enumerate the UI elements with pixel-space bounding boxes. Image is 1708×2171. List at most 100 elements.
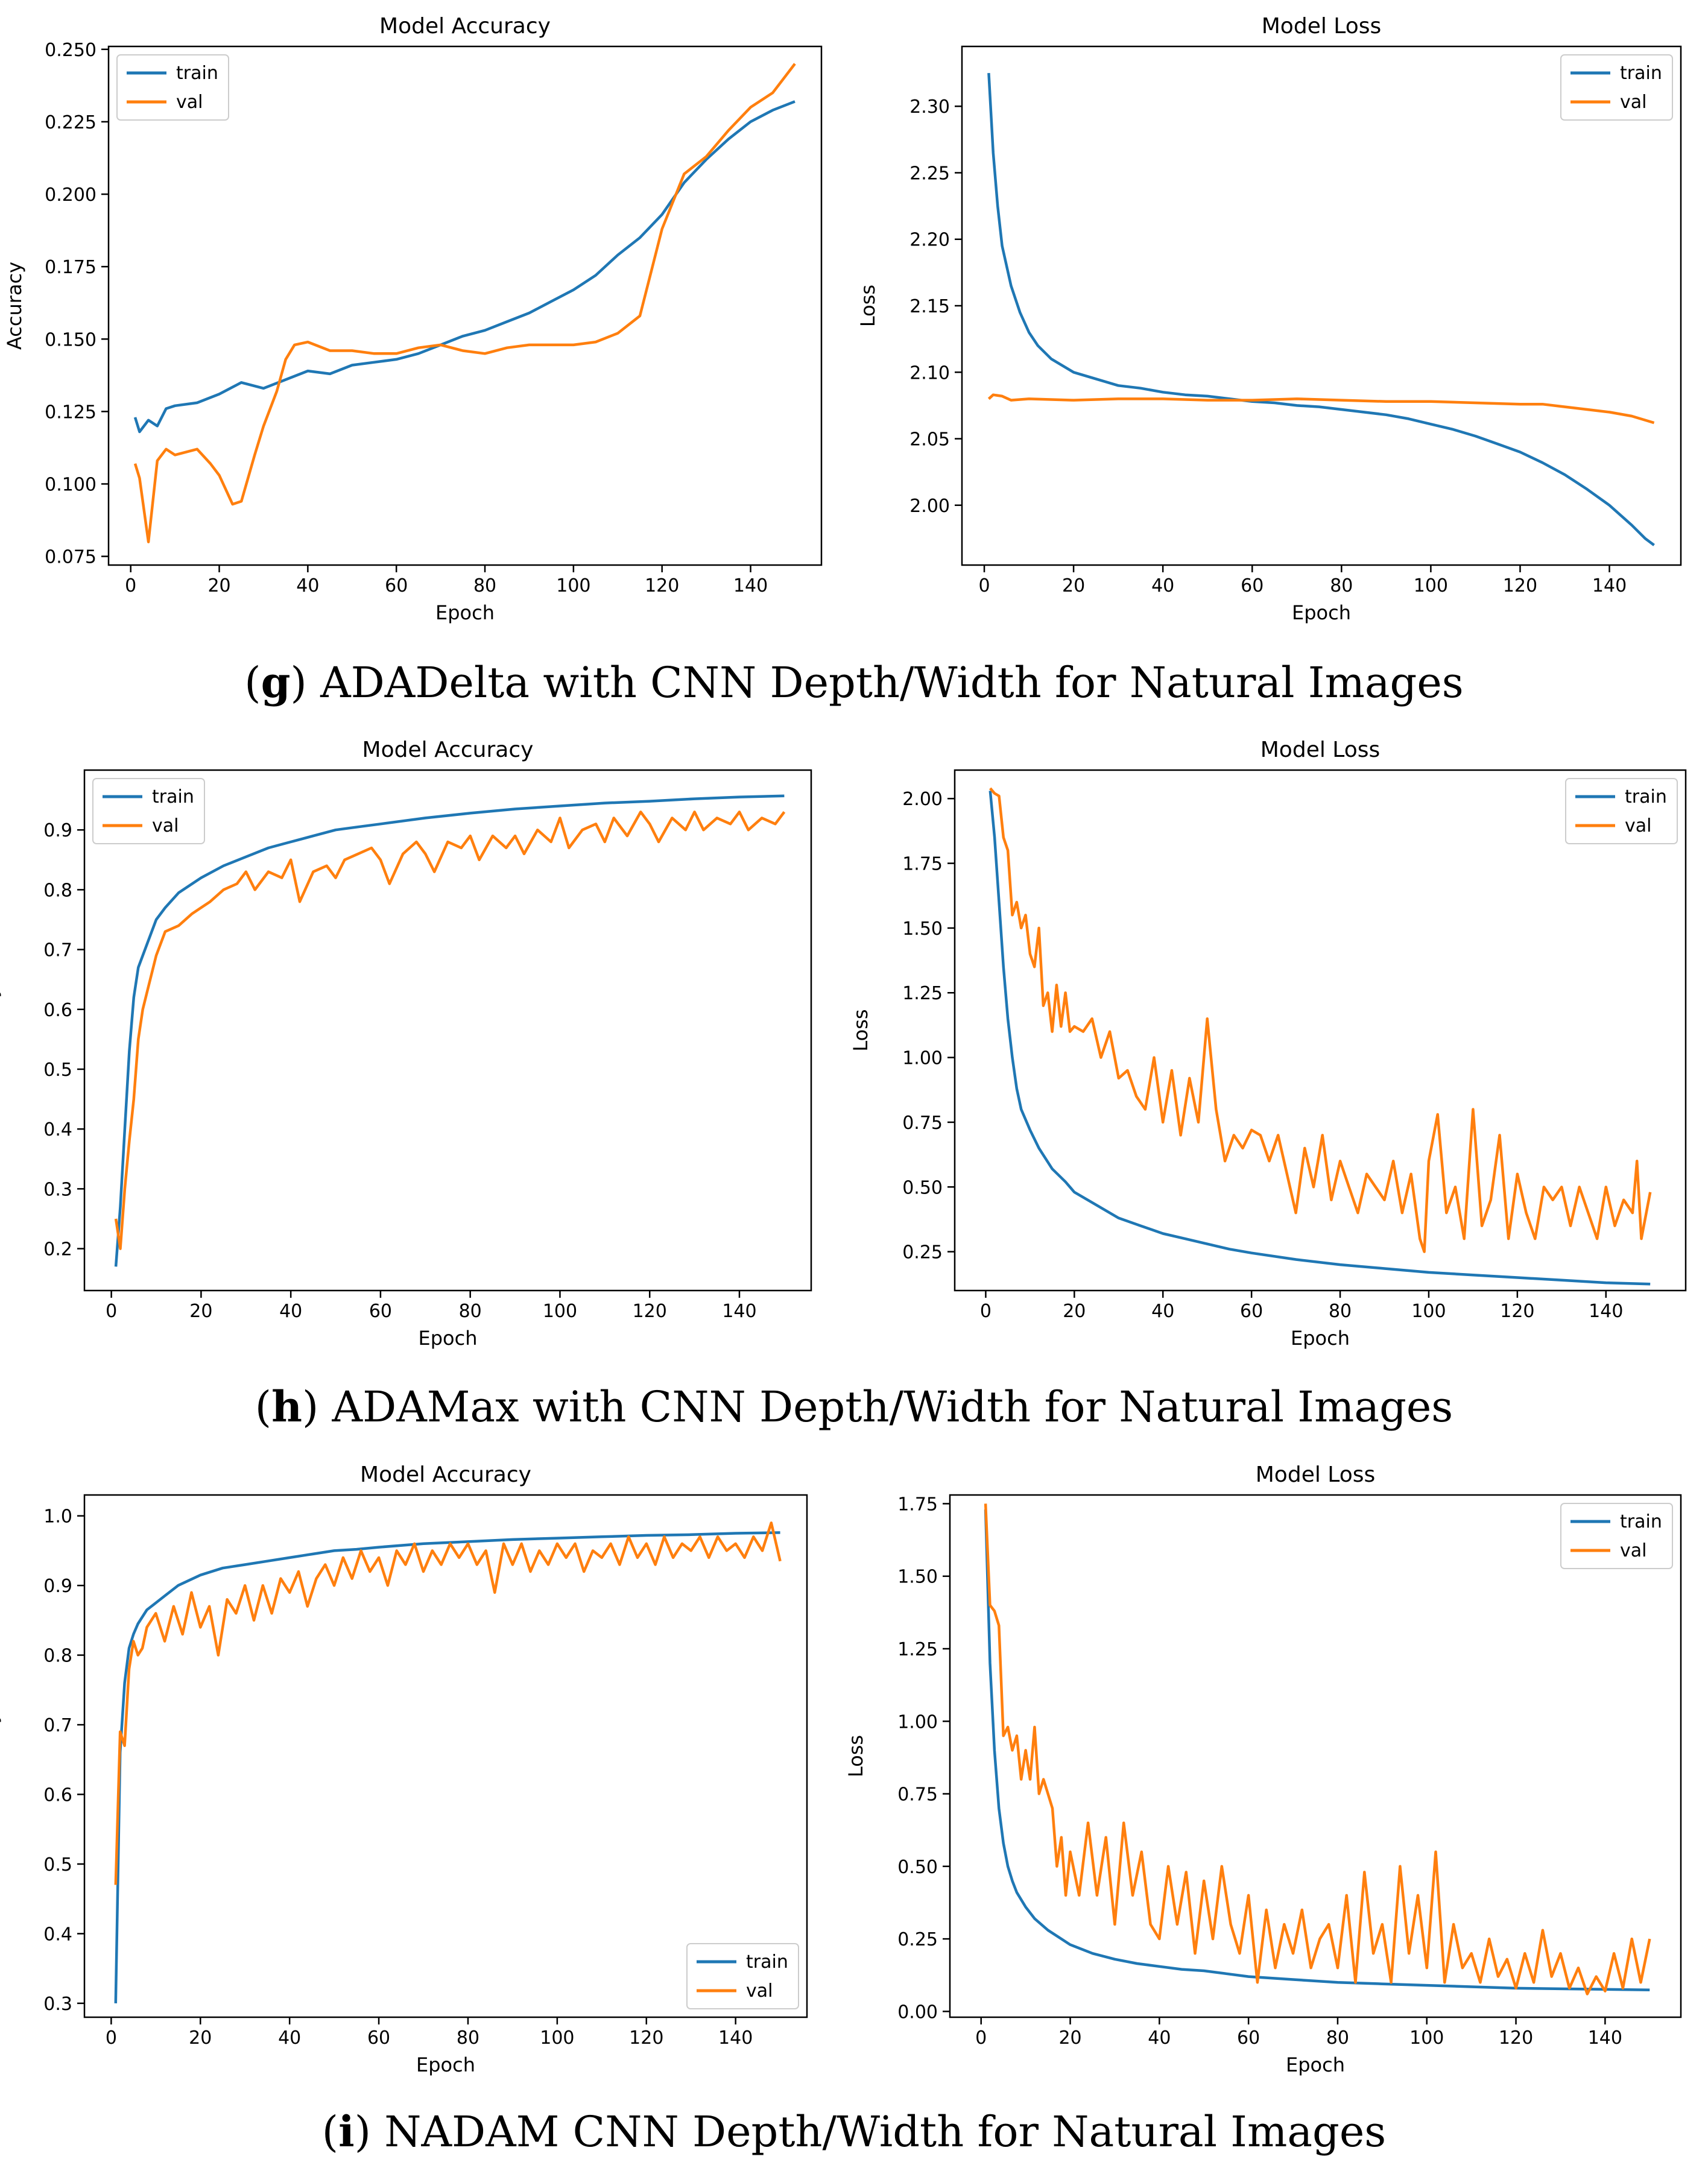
x-tick-label: 20 — [189, 1301, 212, 1322]
chart-i-loss: 0 20 40 60 80 100 120 140 0.00 0.25 0.50 0.75 1.00 1.… — [844, 1462, 1682, 2076]
y-tick-label: 2.05 — [909, 429, 950, 450]
y-tick-label: 1.75 — [902, 854, 943, 875]
y-tick-label: 0.175 — [45, 257, 96, 278]
y-tick-label: 0.9 — [43, 1576, 72, 1597]
y-tick-label: 0.7 — [43, 1715, 72, 1736]
legend-label-train: train — [1620, 1511, 1662, 1532]
series-line-val — [114, 811, 786, 1250]
chart-h-acc: 0 20 40 60 80 100 120 140 0.2 0.3 0.4 0.5 0.6 0.7 0.8 0… — [0, 738, 812, 1350]
axes-frame — [949, 1494, 1682, 2018]
y-tick-label: 0.75 — [897, 1784, 938, 1806]
y-tick-label: 2.10 — [909, 362, 950, 384]
x-tick-label: 0 — [106, 2027, 117, 2049]
caption-g: (g) ADADelta with CNN Depth/Width for Na… — [244, 657, 1464, 707]
y-tick-label: 0.5 — [43, 1060, 72, 1081]
x-tick-label: 60 — [385, 575, 408, 596]
x-tick-label: 20 — [1062, 575, 1085, 596]
x-tick-label: 140 — [733, 575, 768, 596]
axes-frame — [961, 45, 1682, 566]
y-tick-label: 0.4 — [43, 1119, 72, 1140]
chart-title: Model Accuracy — [379, 14, 551, 39]
legend-label-val: val — [176, 92, 203, 113]
y-tick-label: 0.075 — [45, 547, 96, 568]
legend-label-train: train — [152, 786, 194, 807]
y-tick-label: 2.00 — [909, 496, 950, 517]
y-axis-label: Loss — [856, 285, 879, 327]
x-tick-label: 40 — [1151, 575, 1174, 596]
x-tick-label: 140 — [1592, 575, 1627, 596]
x-tick-label: 100 — [1411, 1301, 1446, 1322]
x-tick-label: 100 — [540, 2027, 574, 2049]
x-tick-label: 40 — [296, 575, 319, 596]
y-tick-label: 0.3 — [43, 1994, 72, 2015]
y-tick-label: 2.00 — [902, 789, 943, 810]
chart-g-acc: 0 20 40 60 80 100 120 140 0.075 0.100 0.125 0.150 0.… — [3, 14, 823, 624]
x-tick-label: 0 — [125, 575, 136, 596]
x-tick-label: 60 — [369, 1301, 392, 1322]
chart-title: Model Loss — [1256, 1462, 1376, 1487]
legend-label-train: train — [1620, 63, 1662, 84]
legend-label-train: train — [746, 1951, 788, 1973]
x-tick-label: 120 — [1500, 1301, 1534, 1322]
y-tick-label: 0.100 — [45, 474, 96, 495]
x-tick-label: 80 — [1330, 575, 1353, 596]
x-tick-label: 60 — [1237, 2027, 1260, 2049]
y-tick-label: 0.125 — [45, 402, 96, 423]
x-tick-label: 80 — [457, 2027, 479, 2049]
x-tick-label: 140 — [1589, 1301, 1623, 1322]
x-tick-label: 80 — [473, 575, 496, 596]
legend: train val — [92, 778, 205, 844]
y-tick-label: 2.25 — [909, 163, 950, 184]
x-tick-label: 140 — [1588, 2027, 1622, 2049]
x-axis-label: Epoch — [1292, 601, 1351, 624]
y-tick-label: 0.9 — [43, 820, 72, 841]
x-tick-label: 120 — [1499, 2027, 1533, 2049]
chart-g-loss: 0 20 40 60 80 100 120 140 2.00 2.05 2.10 2.15 2.20 2.… — [856, 14, 1682, 624]
axes-frame — [83, 1494, 808, 2018]
chart-h-loss: 0 20 40 60 80 100 120 140 0.25 0.50 0.75 1.00 1.25 1.… — [849, 738, 1687, 1350]
y-tick-label: 1.0 — [43, 1506, 72, 1528]
series-line-val — [989, 787, 1652, 1253]
x-tick-label: 40 — [279, 1301, 302, 1322]
series-line-train — [988, 791, 1651, 1286]
y-axis-label: Loss — [844, 1735, 867, 1777]
y-tick-label: 0.225 — [45, 112, 96, 133]
x-tick-label: 100 — [1409, 2027, 1444, 2049]
legend-label-train: train — [176, 63, 218, 84]
y-tick-label: 1.25 — [902, 983, 943, 1004]
x-tick-label: 140 — [722, 1301, 756, 1322]
x-tick-label: 40 — [1148, 2027, 1171, 2049]
chart-title: Model Accuracy — [362, 738, 534, 762]
x-tick-label: 80 — [1326, 2027, 1349, 2049]
x-tick-label: 120 — [633, 1301, 667, 1322]
x-tick-label: 20 — [1058, 2027, 1081, 2049]
x-tick-label: 120 — [1503, 575, 1537, 596]
legend-label-train: train — [1625, 786, 1667, 807]
x-tick-label: 20 — [1063, 1301, 1086, 1322]
legend: train val — [1560, 54, 1673, 121]
x-tick-label: 0 — [978, 575, 990, 596]
chart-i-acc: 0 20 40 60 80 100 120 140 0.3 0.4 0.5 0.6 0.7 0.8 0.9 1… — [0, 1462, 808, 2076]
x-axis-label: Epoch — [1291, 1327, 1350, 1350]
x-tick-label: 120 — [629, 2027, 663, 2049]
x-tick-label: 0 — [975, 2027, 987, 2049]
x-tick-label: 20 — [207, 575, 230, 596]
x-tick-label: 60 — [367, 2027, 390, 2049]
x-axis-label: Epoch — [1286, 2053, 1345, 2076]
y-tick-label: 1.00 — [902, 1048, 943, 1069]
y-tick-label: 0.6 — [43, 1785, 72, 1806]
x-tick-label: 60 — [1240, 1301, 1263, 1322]
x-axis-label: Epoch — [435, 601, 495, 624]
y-tick-label: 0.8 — [43, 880, 72, 901]
series-line-train — [133, 100, 795, 434]
legend-label-val: val — [1620, 1540, 1646, 1561]
y-tick-label: 2.30 — [909, 96, 950, 118]
series-line-val — [987, 393, 1655, 425]
x-tick-label: 100 — [556, 575, 590, 596]
axes-frame — [954, 769, 1687, 1292]
y-tick-label: 0.4 — [43, 1924, 72, 1945]
series-line-val — [133, 63, 796, 543]
y-tick-label: 2.20 — [909, 230, 950, 251]
series-line-train — [984, 1509, 1650, 1992]
